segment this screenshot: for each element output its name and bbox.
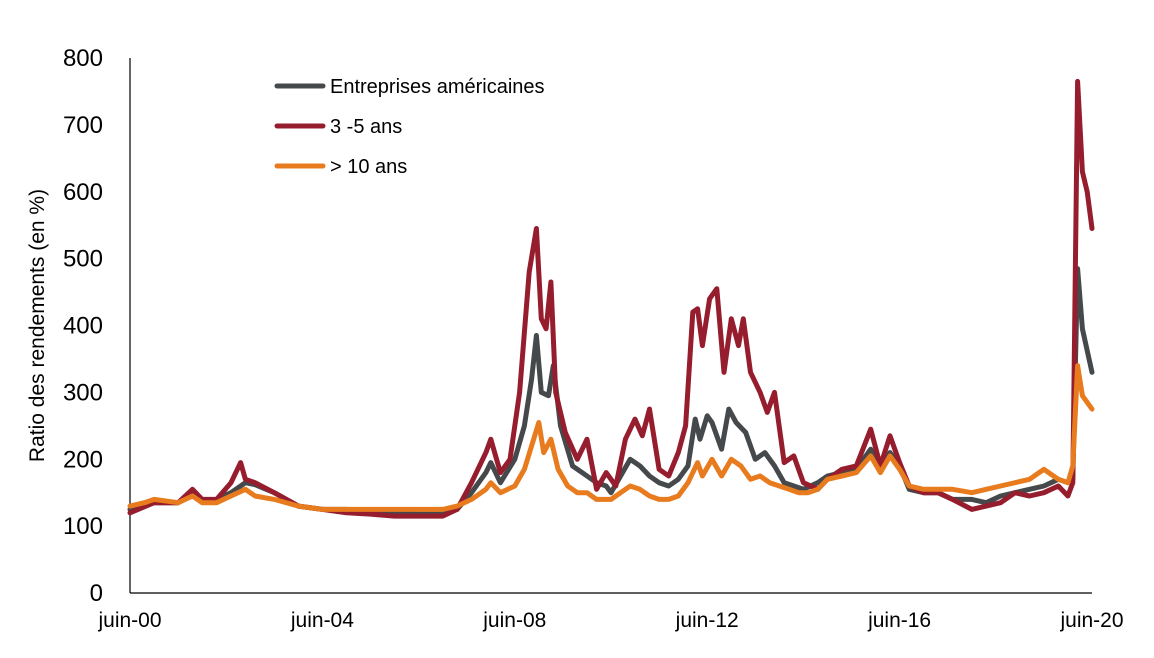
y-tick-label: 700: [63, 112, 103, 139]
y-tick-label: 100: [63, 513, 103, 540]
x-tick-label: juin-08: [482, 609, 546, 632]
y-tick-label: 200: [63, 446, 103, 473]
x-axis: juin-00 juin-04 juin-08 juin-12 juin-16 juin-…: [97, 592, 1124, 632]
y-tick-label: 300: [63, 379, 103, 406]
x-tick-label: juin-04: [290, 609, 354, 632]
x-tick-label: juin-12: [675, 609, 739, 632]
y-tick-label: 600: [63, 179, 103, 206]
y-tick-label: 400: [63, 313, 103, 340]
x-tick-label: juin-20: [1059, 609, 1123, 632]
x-tick-label: juin-00: [97, 609, 161, 632]
legend-label: Entreprises américaines: [330, 76, 545, 98]
series-layer: [127, 78, 1095, 519]
y-tick-label: 0: [90, 580, 103, 607]
y-axis: 0 100 200 300 400 500 600 700 800: [63, 45, 131, 607]
legend-label: 3 -5 ans: [330, 116, 402, 138]
y-axis-title: Ratio des rendements (en %): [26, 189, 49, 462]
series-line-2: [127, 78, 1095, 519]
legend: Entreprises américaines 3 -5 ans > 10 ans: [274, 76, 545, 178]
legend-label: > 10 ans: [330, 156, 407, 178]
series-line-3: [127, 363, 1095, 512]
x-tick-label: juin-16: [867, 609, 931, 632]
y-tick-label: 800: [63, 45, 103, 72]
y-tick-label: 500: [63, 246, 103, 273]
